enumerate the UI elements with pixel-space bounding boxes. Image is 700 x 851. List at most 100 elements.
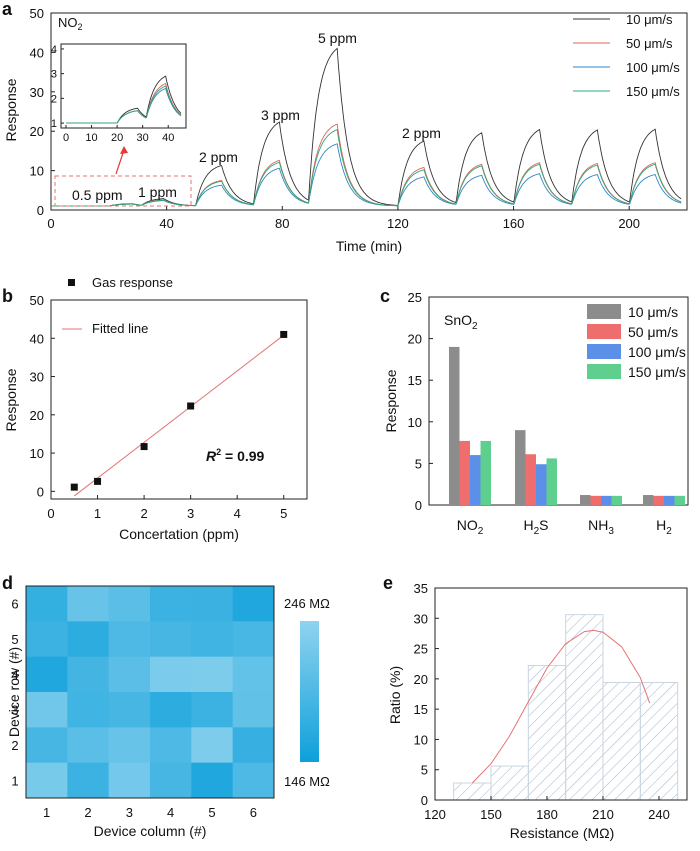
panel-c-legend-label: 150 μm/s: [628, 364, 686, 380]
panel-d-heatmap-cell: [232, 692, 275, 728]
panel-b-ytick-label: 10: [30, 446, 44, 461]
panel-d-ylabel: Device row (#): [6, 647, 22, 737]
panel-c-bar: [643, 495, 654, 505]
panel-e-xtick-label: 240: [648, 807, 670, 822]
panel-b-y-ticks: 0 10 20 30 40 50: [30, 293, 55, 499]
panel-d-heatmap-cell: [67, 727, 110, 764]
panel-a-series: [51, 47, 682, 207]
panel-d-heatmap-cell: [26, 727, 68, 764]
panel-d-heatmap-cell: [232, 762, 275, 799]
panel-e-ylabel: Ratio (%): [387, 666, 403, 724]
panel-d-xtick-label: 4: [167, 805, 174, 820]
panel-e-label: e: [383, 573, 393, 593]
panel-d-heatmap-cell: [232, 586, 275, 622]
panel-e-fit-curve: [471, 629, 651, 784]
panel-d-heatmap: [26, 586, 275, 799]
panel-c-bar: [653, 495, 664, 505]
panel-c-category-after: S: [539, 517, 548, 533]
panel-c-ytick-label: 0: [415, 498, 422, 513]
panel-d-heatmap-cell: [67, 656, 110, 693]
panel-e-histogram-bin: [565, 614, 604, 801]
panel-a-xtick-label: 40: [159, 216, 173, 231]
panel-d: d 1 2 3 4 5 6 6 5 4 3 2 1 Device row (#) Device co…: [2, 573, 330, 839]
panel-c-category-sub: 2: [534, 526, 540, 537]
panel-c-legend-label: 10 μm/s: [628, 304, 678, 320]
panel-c-label: c: [380, 286, 390, 306]
panel-c-category-label: H2: [656, 517, 672, 537]
panel-d-heatmap-cell: [67, 692, 110, 728]
panel-a-inset-xtick-label: 10: [85, 132, 97, 144]
panel-d-heatmap-cell: [150, 727, 192, 764]
panel-a-ytick-label: 10: [30, 164, 44, 179]
panel-a-inset-ytick-label: 4: [51, 44, 57, 56]
panel-d-heatmap-cell: [108, 621, 151, 658]
panel-a-inset-ytick-label: 2: [51, 93, 57, 105]
panel-c-legend-swatch: [587, 344, 621, 359]
panel-c-bar: [470, 455, 481, 505]
panel-b-frame: [50, 299, 308, 500]
panel-d-heatmap-cell: [150, 586, 192, 622]
panel-b-xtick-label: 3: [187, 506, 194, 521]
panel-d-ytick-label: 4: [11, 667, 18, 682]
panel-a-gas-label: NO2: [58, 15, 83, 32]
panel-e: e 0 5 10 15 20 25 30 35 120 150 180 210 240 Ratio (…: [383, 573, 688, 841]
panel-c-category-label: H2S: [523, 517, 548, 537]
panel-a-legend-label: 50 μm/s: [626, 36, 673, 51]
panel-b-data-point: [70, 483, 78, 491]
panel-d-ytick-label: 2: [11, 738, 18, 753]
panel-d-heatmap-cell: [108, 656, 151, 693]
panel-d-heatmap-cell: [67, 621, 110, 658]
panel-a-inset-xtick-label: 0: [63, 132, 69, 144]
panel-b-ylabel: Response: [3, 368, 19, 431]
panel-a-xtick-label: 120: [387, 216, 409, 231]
panel-d-xtick-label: 6: [250, 805, 257, 820]
panel-a-inset-ytick-label: 1: [51, 118, 57, 130]
panel-a-annotation: 3 ppm: [261, 107, 300, 123]
panel-a-label: a: [2, 0, 13, 19]
panel-d-heatmap-cell: [150, 656, 192, 693]
panel-a-xtick-label: 200: [618, 216, 640, 231]
panel-e-xlabel: Resistance (MΩ): [510, 825, 615, 841]
panel-a-legend-label: 10 μm/s: [626, 12, 673, 27]
panel-a-ylabel: Response: [3, 78, 19, 141]
panel-c-category-label: NO2: [457, 517, 484, 537]
panel-a-inset-xtick-label: 40: [162, 132, 174, 144]
panel-d-heatmap-cell: [108, 586, 151, 622]
panel-d-heatmap-cell: [150, 762, 192, 799]
panel-a-ytick-label: 40: [30, 45, 44, 60]
panel-a-xtick-label: 160: [503, 216, 525, 231]
panel-c-category-base: NO: [457, 517, 478, 533]
panel-d-x-ticks: 1 2 3 4 5 6: [43, 805, 257, 820]
panel-a-ytick-label: 20: [30, 124, 44, 139]
panel-b-data-point: [187, 402, 195, 410]
panel-d-label: d: [2, 573, 13, 593]
panel-e-histogram: [453, 614, 679, 801]
panel-b-x-ticks: 0 1 2 3 4 5: [47, 495, 287, 521]
panel-d-xlabel: Device column (#): [94, 823, 207, 839]
panel-c-legend-label: 50 μm/s: [628, 324, 678, 340]
panel-c-bars: [449, 346, 685, 505]
panel-d-ytick-label: 6: [11, 597, 18, 612]
panel-b-legend-fitted-line: Fitted line: [92, 321, 148, 336]
panel-c-category-label: NH3: [588, 517, 614, 537]
panel-c-category-base: NH: [588, 517, 608, 533]
panel-c-ytick-label: 5: [415, 456, 422, 471]
panel-e-ytick-label: 35: [414, 581, 428, 596]
panel-d-xtick-label: 3: [126, 805, 133, 820]
panel-a-xtick-label: 80: [275, 216, 289, 231]
panel-d-ytick-label: 3: [11, 703, 18, 718]
panel-e-ytick-label: 0: [421, 793, 428, 808]
panel-e-frame: [434, 587, 688, 801]
panel-b-fitted-line: [73, 334, 285, 497]
panel-d-heatmap-cell: [232, 656, 275, 693]
panel-b-xtick-label: 1: [94, 506, 101, 521]
panel-c-legend-swatch: [587, 304, 621, 319]
panel-d-heatmap-cell: [150, 621, 192, 658]
panel-b: b 0 10 20 30 40 50 0 1 2 3 4 5 Response Concertati…: [2, 275, 308, 542]
panel-b-ytick-label: 20: [30, 408, 44, 423]
panel-c-bar: [525, 454, 536, 505]
panel-c-bar: [515, 430, 526, 505]
panel-c-bar: [449, 346, 460, 505]
